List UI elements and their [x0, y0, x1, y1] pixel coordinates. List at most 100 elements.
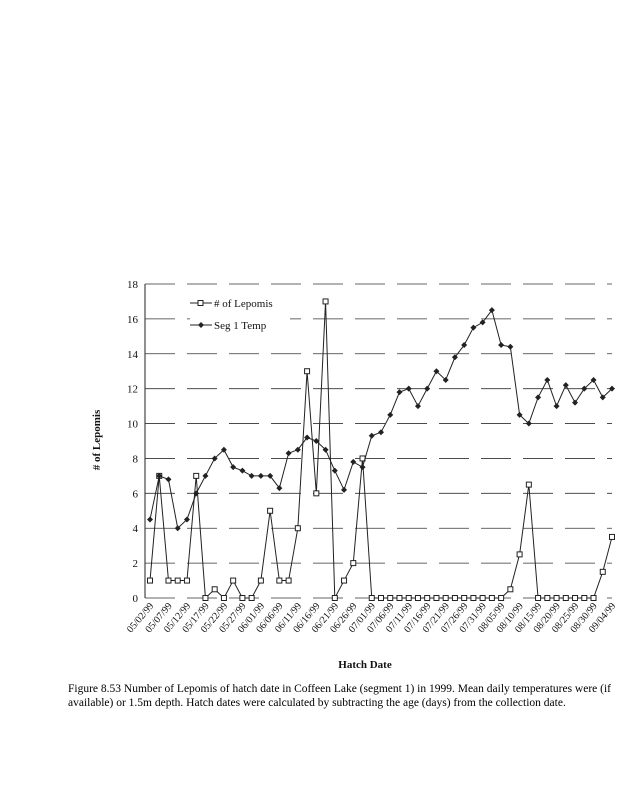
point	[433, 368, 440, 375]
caption-box: Figure 8.53 Number of Lepomis of hatch d…	[68, 683, 611, 709]
point	[257, 577, 264, 584]
point	[285, 450, 292, 457]
point	[156, 472, 163, 479]
point	[341, 577, 348, 584]
point	[378, 429, 384, 436]
point	[442, 376, 449, 383]
point	[479, 319, 486, 326]
point	[590, 376, 597, 383]
point	[516, 411, 523, 418]
y-tick-label: 6	[133, 488, 139, 500]
point	[387, 411, 394, 418]
point	[193, 472, 200, 479]
point	[488, 307, 495, 314]
point	[396, 389, 403, 396]
point	[267, 472, 274, 479]
point	[424, 595, 431, 601]
point	[248, 595, 255, 601]
series-line	[149, 309, 613, 530]
point	[313, 490, 320, 497]
point	[433, 595, 440, 601]
point	[239, 467, 246, 474]
point	[147, 516, 153, 523]
point	[165, 577, 172, 584]
point	[544, 376, 551, 383]
point	[359, 464, 366, 471]
point	[202, 472, 209, 479]
point	[479, 595, 486, 601]
point	[396, 595, 403, 601]
point	[405, 385, 412, 392]
point	[590, 595, 597, 601]
point	[165, 476, 172, 483]
point	[294, 446, 301, 453]
y-tick-label: 8	[133, 453, 139, 465]
x-axis-label: Hatch Date	[338, 659, 392, 671]
point	[331, 595, 338, 601]
point	[470, 595, 477, 601]
y-axis-label: # of Lepomis	[91, 409, 103, 470]
point	[220, 446, 227, 453]
point	[572, 595, 579, 601]
y-tick-label: 12	[127, 384, 138, 396]
point	[544, 595, 551, 601]
point	[285, 577, 292, 584]
point	[581, 595, 588, 601]
point	[507, 586, 514, 593]
point	[581, 385, 588, 392]
point	[183, 577, 190, 584]
y-tick-label: 18	[127, 279, 139, 291]
caption: Figure 8.53 Number of Lepomis of hatch d…	[68, 683, 611, 709]
point	[368, 595, 375, 601]
series-line	[149, 301, 613, 600]
point	[461, 595, 468, 601]
point	[553, 403, 560, 410]
y-tick-label: 14	[127, 349, 139, 361]
point	[562, 595, 569, 601]
point	[294, 525, 301, 532]
point	[498, 342, 505, 349]
point	[609, 385, 615, 392]
legend-marker	[198, 322, 204, 328]
point	[276, 485, 283, 492]
point	[257, 472, 264, 479]
point	[239, 595, 246, 601]
point	[220, 595, 227, 601]
point	[599, 394, 606, 401]
point	[553, 595, 560, 601]
point	[304, 434, 311, 441]
point	[248, 472, 255, 479]
point	[535, 394, 542, 401]
point	[488, 595, 495, 601]
point	[202, 595, 209, 601]
y-tick-label: 2	[133, 558, 139, 570]
point	[525, 420, 532, 427]
point	[267, 507, 274, 514]
point	[211, 455, 218, 462]
point	[516, 551, 523, 558]
point	[442, 595, 449, 601]
point	[341, 486, 348, 493]
point	[424, 385, 431, 392]
point	[230, 577, 237, 584]
point	[174, 577, 181, 584]
point	[350, 560, 357, 567]
legend-marker	[197, 300, 204, 306]
point	[193, 490, 200, 497]
point	[599, 568, 606, 575]
point	[378, 595, 384, 601]
point	[525, 481, 532, 488]
legend-label: # of Lepomis	[214, 298, 273, 310]
point	[535, 595, 542, 601]
y-tick-label: 4	[133, 523, 139, 535]
point	[368, 432, 375, 439]
point	[183, 516, 190, 523]
point	[387, 595, 394, 601]
point	[174, 525, 181, 532]
legend-box	[190, 291, 290, 339]
point	[461, 342, 468, 349]
point	[322, 298, 329, 305]
point	[350, 458, 357, 465]
point	[331, 467, 338, 474]
